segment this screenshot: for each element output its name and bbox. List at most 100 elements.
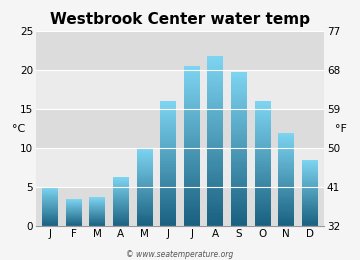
Bar: [207, 67, 224, 69]
Bar: [66, 202, 82, 203]
Bar: [42, 200, 58, 201]
Bar: [302, 200, 318, 201]
Bar: [89, 212, 105, 213]
Bar: [160, 214, 176, 215]
Bar: [113, 197, 129, 198]
Bar: [136, 148, 153, 149]
Bar: [302, 208, 318, 209]
Bar: [136, 213, 153, 214]
Bar: [66, 219, 82, 220]
Bar: [302, 202, 318, 203]
Bar: [184, 202, 200, 204]
Bar: [255, 223, 271, 225]
Bar: [231, 145, 247, 147]
Bar: [184, 132, 200, 134]
Bar: [302, 213, 318, 214]
Bar: [207, 137, 224, 139]
Bar: [255, 154, 271, 156]
Bar: [207, 171, 224, 173]
Bar: [113, 212, 129, 213]
Bar: [255, 193, 271, 195]
Bar: [255, 184, 271, 186]
Bar: [113, 224, 129, 225]
Bar: [184, 102, 200, 104]
Bar: [160, 186, 176, 187]
Bar: [136, 207, 153, 208]
Bar: [207, 103, 224, 105]
Bar: [278, 166, 294, 168]
Bar: [278, 138, 294, 140]
Bar: [278, 170, 294, 171]
Bar: [136, 202, 153, 203]
Bar: [207, 158, 224, 160]
Bar: [113, 209, 129, 210]
Bar: [184, 140, 200, 142]
Bar: [207, 120, 224, 122]
Bar: [231, 126, 247, 128]
Bar: [278, 161, 294, 162]
Bar: [66, 213, 82, 214]
Bar: [184, 168, 200, 170]
Bar: [184, 144, 200, 146]
Bar: [278, 220, 294, 222]
Bar: [66, 216, 82, 217]
Bar: [184, 190, 200, 192]
Bar: [113, 211, 129, 212]
Bar: [278, 184, 294, 185]
Bar: [89, 210, 105, 211]
Bar: [207, 177, 224, 179]
Bar: [184, 110, 200, 112]
Bar: [278, 156, 294, 157]
Bar: [207, 105, 224, 107]
Bar: [89, 201, 105, 202]
Bar: [255, 103, 271, 105]
Bar: [160, 200, 176, 201]
Bar: [136, 167, 153, 168]
Bar: [231, 95, 247, 97]
Bar: [184, 196, 200, 198]
Bar: [278, 144, 294, 146]
Bar: [184, 82, 200, 84]
Bar: [136, 200, 153, 201]
Bar: [184, 222, 200, 224]
Bar: [231, 91, 247, 93]
Bar: [184, 90, 200, 92]
Bar: [278, 212, 294, 213]
Bar: [231, 114, 247, 116]
Bar: [207, 107, 224, 109]
Bar: [136, 150, 153, 151]
Bar: [184, 162, 200, 164]
Bar: [66, 204, 82, 205]
Bar: [302, 211, 318, 212]
Bar: [136, 211, 153, 212]
Bar: [278, 183, 294, 184]
Bar: [113, 180, 129, 181]
Bar: [278, 134, 294, 135]
Bar: [184, 86, 200, 88]
Bar: [66, 214, 82, 215]
Bar: [255, 128, 271, 129]
Bar: [231, 72, 247, 74]
Bar: [207, 101, 224, 103]
Bar: [278, 218, 294, 219]
Bar: [255, 209, 271, 211]
Bar: [278, 143, 294, 144]
Bar: [136, 177, 153, 178]
Bar: [160, 209, 176, 211]
Bar: [184, 130, 200, 132]
Bar: [160, 105, 176, 106]
Bar: [302, 167, 318, 168]
Bar: [255, 207, 271, 209]
Bar: [42, 205, 58, 206]
Bar: [66, 209, 82, 210]
Bar: [42, 224, 58, 225]
Bar: [89, 213, 105, 214]
Bar: [113, 219, 129, 220]
Bar: [302, 223, 318, 224]
Bar: [66, 215, 82, 216]
Bar: [113, 217, 129, 218]
Bar: [231, 224, 247, 226]
Bar: [207, 116, 224, 118]
Bar: [136, 209, 153, 210]
Bar: [207, 69, 224, 71]
